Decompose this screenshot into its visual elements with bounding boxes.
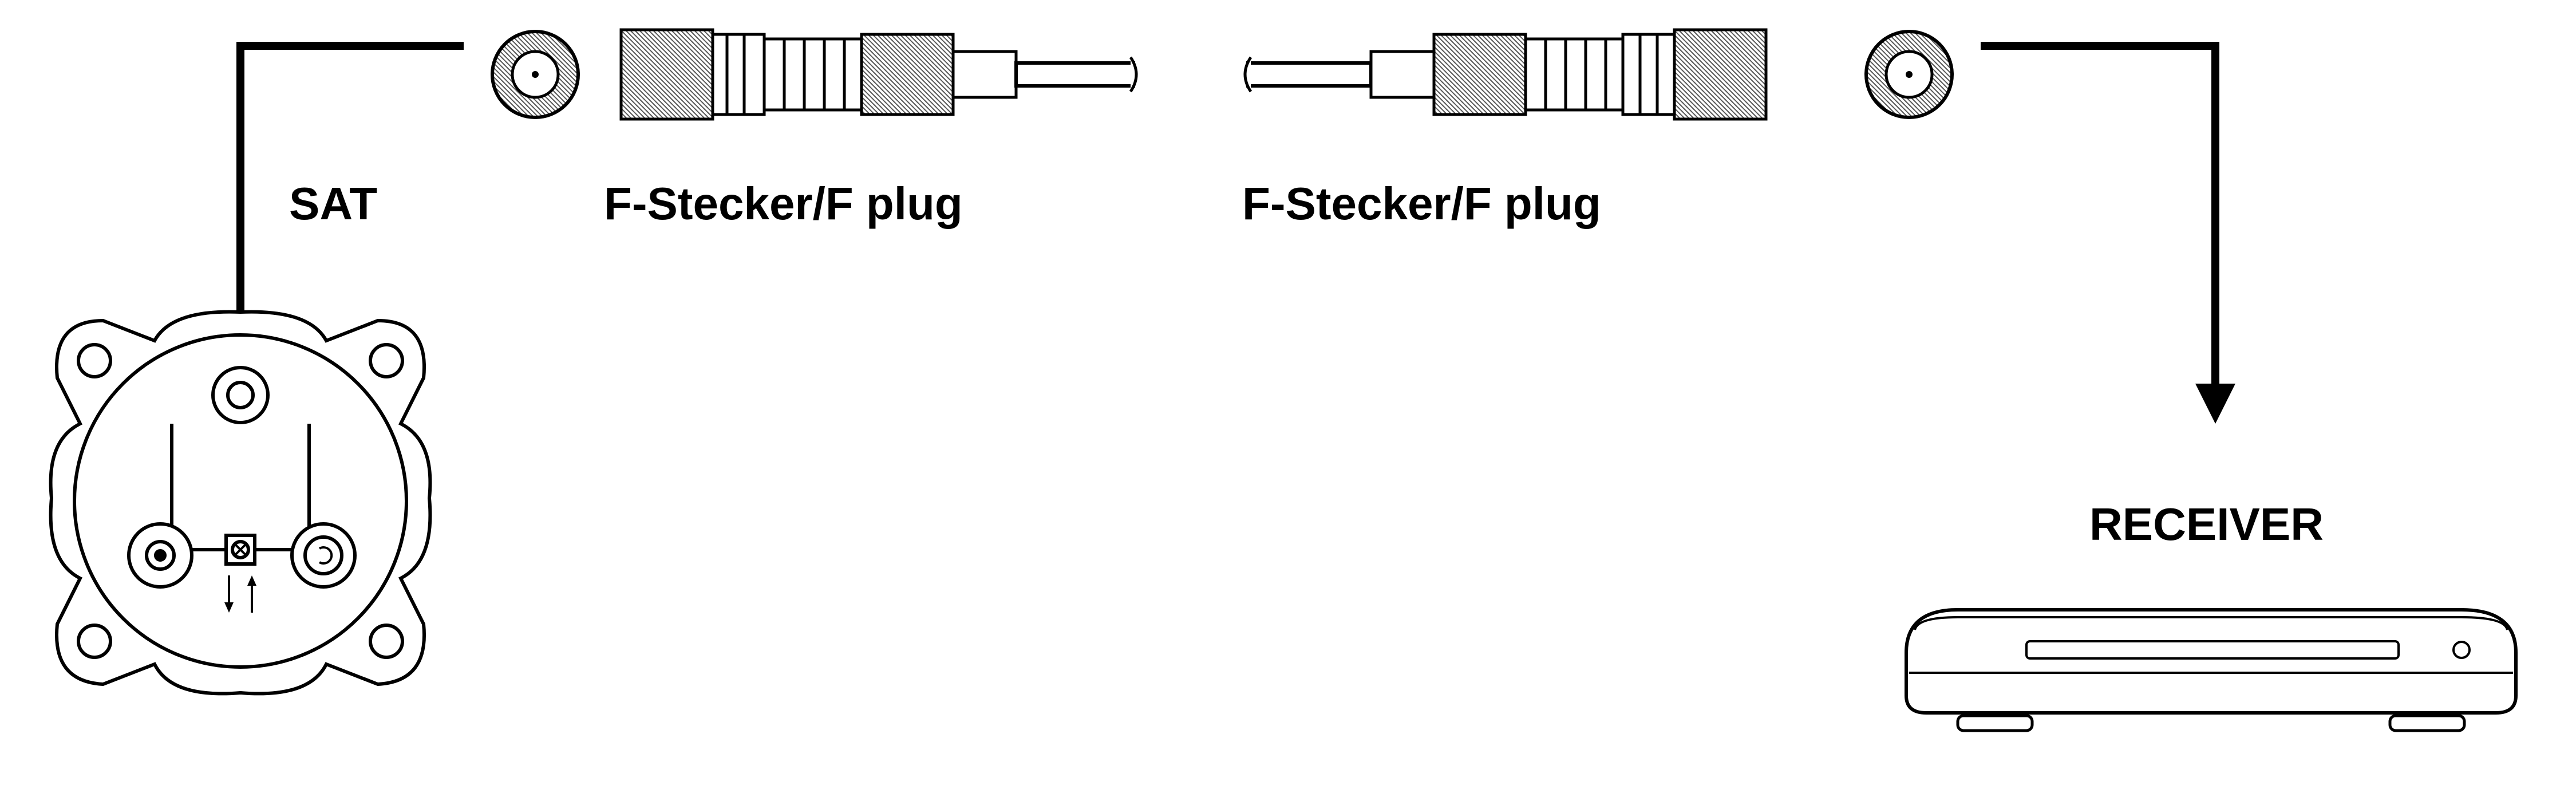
diagram-canvas [0,0,2576,793]
arrow-left [220,46,464,355]
f-jack-front-right [1866,31,1952,117]
receiver-device [1906,610,2516,731]
sat-wall-outlet [51,312,430,694]
f-jack-front-left [492,31,578,117]
f-plug-right [1245,30,1766,119]
f-plug-left [621,30,1136,119]
arrow-right [1981,46,2235,424]
